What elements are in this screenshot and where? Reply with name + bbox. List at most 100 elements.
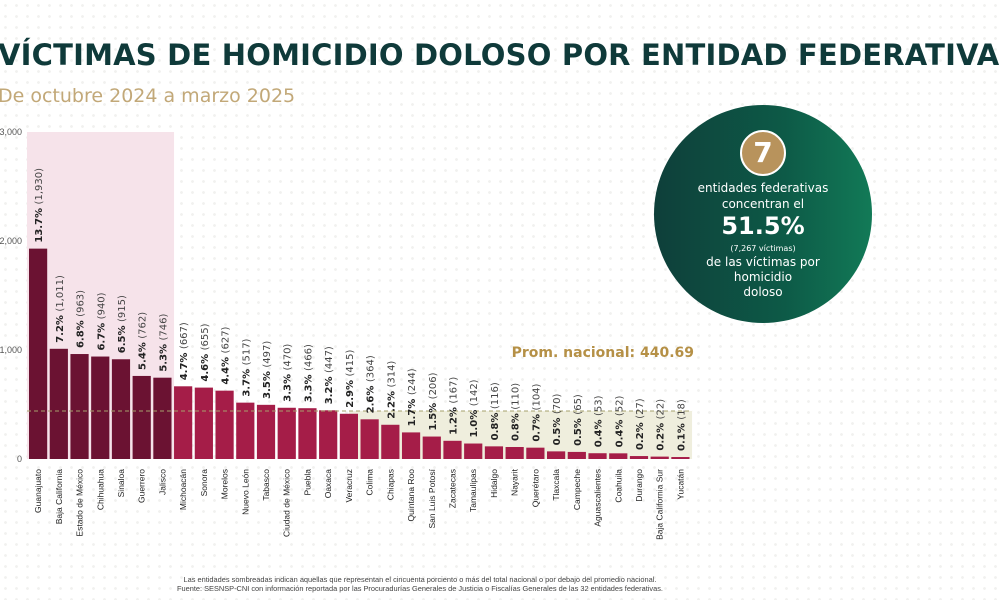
summary-callout: 7 entidades federativas concentran el 51… bbox=[654, 105, 872, 323]
data-label: 1.7% (244) bbox=[407, 368, 418, 426]
value-label: (915) bbox=[117, 295, 128, 322]
x-tick-label: Guerrero bbox=[137, 469, 147, 503]
page-subtitle: De octubre 2024 a marzo 2025 bbox=[0, 85, 296, 107]
bar bbox=[443, 440, 462, 459]
value-label: (447) bbox=[324, 346, 335, 373]
percent-label: 5.3% bbox=[158, 340, 169, 371]
value-label: (762) bbox=[138, 312, 149, 339]
data-label: 3.3% (470) bbox=[283, 344, 294, 402]
bar bbox=[588, 453, 607, 459]
percent-label: 1.2% bbox=[449, 404, 460, 435]
data-label: 0.1% (18) bbox=[676, 399, 687, 451]
percent-label: 0.8% bbox=[490, 409, 501, 440]
data-label: 0.2% (22) bbox=[656, 399, 667, 451]
value-label: (497) bbox=[262, 341, 273, 368]
data-label: 0.5% (65) bbox=[573, 394, 584, 446]
percent-label: 2.9% bbox=[345, 377, 356, 408]
value-label: (110) bbox=[511, 383, 522, 410]
x-tick-label: Baja California bbox=[54, 469, 64, 525]
bar bbox=[277, 407, 296, 459]
data-label: 0.8% (110) bbox=[511, 383, 522, 441]
percent-label: 0.7% bbox=[531, 410, 542, 441]
value-label: (667) bbox=[179, 322, 190, 349]
data-label: 3.7% (517) bbox=[241, 338, 252, 396]
percent-label: 4.7% bbox=[179, 349, 190, 380]
x-tick-label: Sinaloa bbox=[116, 469, 126, 498]
x-tick-label: Aguascalientes bbox=[593, 469, 603, 527]
data-label: 13.7% (1,930) bbox=[34, 168, 45, 243]
value-label: (470) bbox=[283, 344, 294, 371]
data-label: 2.2% (314) bbox=[386, 361, 397, 419]
x-tick-label: Durango bbox=[634, 469, 644, 502]
percent-label: 4.6% bbox=[200, 350, 211, 381]
percent-label: 13.7% bbox=[34, 204, 45, 242]
percent-label: 0.5% bbox=[573, 415, 584, 446]
percent-label: 2.2% bbox=[386, 388, 397, 419]
x-tick-label: Jalisco bbox=[157, 469, 167, 495]
x-tick-label: Sonora bbox=[199, 469, 209, 497]
callout-victims-count: (7,267 víctimas) bbox=[730, 244, 796, 253]
percent-label: 1.7% bbox=[407, 395, 418, 426]
value-label: (52) bbox=[614, 395, 625, 416]
value-label: (27) bbox=[635, 398, 646, 419]
percent-label: 0.2% bbox=[635, 419, 646, 450]
callout-percent: 51.5% bbox=[721, 212, 805, 240]
percent-label: 3.2% bbox=[324, 373, 335, 404]
x-tick-label: Zacatecas bbox=[448, 469, 458, 508]
bar bbox=[319, 410, 338, 459]
bar bbox=[360, 419, 379, 459]
x-tick-label: Chiapas bbox=[385, 469, 395, 500]
bar bbox=[464, 443, 483, 459]
callout-text-4: homicidio bbox=[733, 270, 793, 284]
percent-label: 4.4% bbox=[221, 353, 232, 384]
x-tick-label: Veracruz bbox=[344, 469, 354, 503]
value-label: (415) bbox=[345, 350, 356, 377]
data-label: 2.6% (364) bbox=[366, 355, 377, 413]
callout-text-1: entidades federativas bbox=[697, 181, 829, 195]
bar bbox=[650, 456, 669, 459]
value-label: (206) bbox=[428, 372, 439, 399]
x-tick-label: Chihuahua bbox=[95, 469, 105, 510]
bar bbox=[49, 348, 68, 459]
percent-label: 0.4% bbox=[594, 416, 605, 447]
percent-label: 0.8% bbox=[511, 410, 522, 441]
x-tick-label: Michoacán bbox=[178, 469, 188, 510]
bar bbox=[70, 354, 89, 459]
x-tick-label: Tlaxcala bbox=[551, 469, 561, 501]
bar bbox=[547, 451, 566, 459]
percent-label: 0.2% bbox=[656, 419, 667, 450]
bar bbox=[215, 390, 234, 459]
bar bbox=[153, 377, 172, 459]
data-label: 1.0% (142) bbox=[469, 379, 480, 437]
data-label: 3.5% (497) bbox=[262, 341, 273, 399]
x-tick-label: Hidalgo bbox=[489, 469, 499, 498]
value-label: (167) bbox=[449, 377, 460, 404]
bar bbox=[236, 402, 255, 459]
data-label: 4.7% (667) bbox=[179, 322, 190, 380]
percent-label: 0.1% bbox=[676, 420, 687, 451]
percent-label: 3.7% bbox=[241, 365, 252, 396]
footnote-source: Fuente: SESNSP-CNI con información repor… bbox=[177, 584, 663, 593]
value-label: (142) bbox=[469, 379, 480, 406]
data-label: 5.4% (762) bbox=[138, 312, 149, 370]
data-label: 3.2% (447) bbox=[324, 346, 335, 404]
value-label: (364) bbox=[366, 355, 377, 382]
percent-label: 3.5% bbox=[262, 368, 273, 399]
percent-label: 1.0% bbox=[469, 406, 480, 437]
data-label: 0.2% (27) bbox=[635, 398, 646, 450]
x-tick-label: Morelos bbox=[220, 469, 230, 499]
data-label: 0.5% (70) bbox=[552, 394, 563, 446]
y-tick-label: 0 bbox=[17, 454, 22, 464]
data-label: 6.5% (915) bbox=[117, 295, 128, 353]
value-label: (517) bbox=[241, 338, 252, 365]
bar bbox=[298, 408, 317, 459]
bar bbox=[174, 386, 193, 459]
value-label: (963) bbox=[76, 290, 87, 317]
bar bbox=[671, 457, 690, 459]
value-label: (314) bbox=[386, 361, 397, 388]
x-tick-label: Colima bbox=[365, 469, 375, 496]
data-label: 7.2% (1,011) bbox=[55, 275, 66, 343]
percent-label: 6.8% bbox=[76, 317, 87, 348]
bar bbox=[567, 451, 586, 459]
value-label: (627) bbox=[221, 326, 232, 353]
